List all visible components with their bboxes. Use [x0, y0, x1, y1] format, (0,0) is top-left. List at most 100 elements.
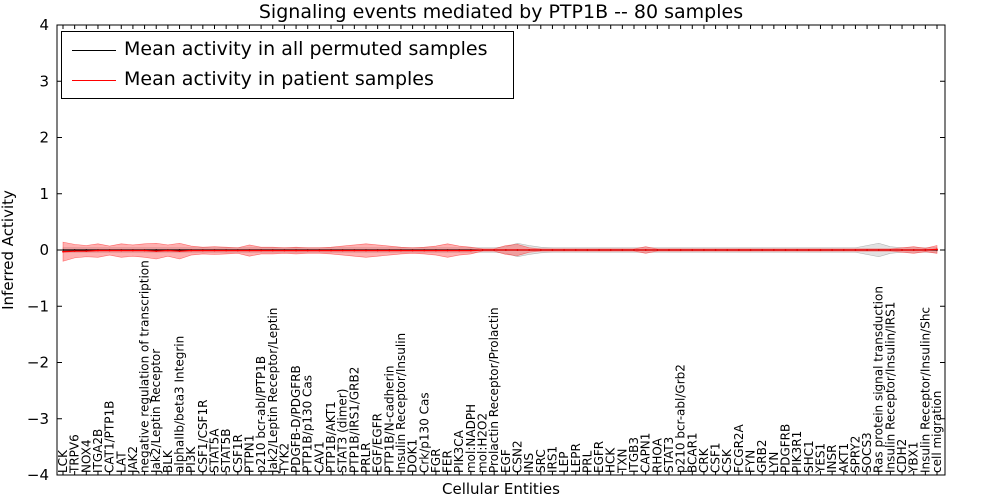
series-point-1-17 — [260, 249, 263, 252]
series-point-1-52 — [668, 249, 670, 251]
x-tick-label: FCGR2A — [732, 423, 746, 473]
series-point-1-12 — [201, 249, 204, 252]
x-tick-label: PIK3R1 — [790, 431, 804, 473]
series-point-1-41 — [539, 249, 542, 251]
series-point-1-73 — [912, 249, 915, 251]
series-point-1-22 — [318, 249, 321, 252]
x-tick-label: ITGA2B — [91, 429, 105, 473]
series-point-1-27 — [376, 249, 379, 252]
x-tick-label: FER — [441, 450, 455, 473]
series-point-1-10 — [178, 250, 181, 253]
x-tick-label: Ras protein signal transduction — [872, 286, 886, 473]
series-point-1-11 — [190, 249, 193, 252]
series-point-1-14 — [225, 249, 228, 252]
series-point-1-0 — [62, 250, 64, 253]
series-point-1-64 — [807, 249, 810, 251]
x-tick-label: HCK — [604, 447, 618, 473]
x-tick-label: CSN2 — [510, 440, 524, 473]
y-tick-label: 0 — [39, 241, 49, 259]
series-point-1-56 — [714, 249, 717, 251]
x-tick-label: CAV1 — [312, 441, 326, 473]
legend-item-patient: Mean activity in patient samples — [62, 66, 513, 94]
series-point-1-75 — [936, 248, 938, 251]
x-tick-label: PDGFRB — [779, 424, 793, 473]
x-tick-label: PTPN1 — [242, 435, 256, 473]
series-point-1-15 — [236, 249, 239, 252]
series-point-1-25 — [353, 249, 356, 252]
x-tick-label: CAPN1 — [639, 433, 653, 473]
series-point-1-39 — [516, 249, 519, 251]
series-point-1-47 — [609, 249, 612, 251]
series-point-1-6 — [132, 249, 134, 252]
series-point-1-62 — [784, 249, 787, 251]
series-point-0-0 — [62, 249, 64, 251]
x-tick-label: DOK1 — [406, 439, 420, 473]
x-tick-label: STAT5B — [219, 429, 233, 474]
y-tick-label: −3 — [27, 410, 49, 428]
x-tick-label: CSK — [720, 448, 734, 473]
series-point-1-28 — [388, 249, 391, 252]
series-point-1-54 — [691, 249, 694, 251]
series-point-1-34 — [458, 249, 461, 252]
series-point-1-23 — [330, 249, 332, 252]
x-tick-label: EGF/EGFR — [371, 413, 385, 473]
x-tick-label: TYK2 — [277, 443, 291, 474]
series-point-1-65 — [819, 249, 822, 251]
series-point-1-13 — [213, 249, 216, 252]
series-point-1-18 — [271, 249, 274, 252]
legend: Mean activity in all permuted samples Me… — [61, 31, 514, 99]
series-point-1-55 — [703, 249, 705, 251]
series-point-1-67 — [842, 249, 845, 251]
series-point-1-33 — [446, 249, 449, 252]
x-tick-label: ITGB3 — [627, 437, 641, 473]
series-point-1-36 — [481, 249, 484, 251]
x-axis: LCKTRPV6NOX4ITGA2BCAT1/PTP1BLATJAK2negat… — [56, 25, 944, 475]
x-tick-label: Crk/p130 Cas — [417, 392, 431, 473]
x-tick-label: PTP1B/AKT1 — [324, 401, 338, 473]
x-tick-label: TRPV6 — [68, 434, 82, 474]
series-point-1-40 — [528, 249, 531, 251]
x-tick-label: LCK — [56, 449, 70, 473]
x-tick-label: p210 bcr-abl/PTP1B — [254, 356, 268, 473]
series-point-1-9 — [166, 249, 169, 252]
x-tick-label: EGF — [499, 449, 513, 473]
series-point-1-45 — [586, 249, 589, 251]
legend-label-permuted: Mean activity in all permuted samples — [124, 38, 488, 60]
x-tick-label: YES1 — [813, 443, 827, 474]
x-tick-label: IRS1 — [545, 446, 559, 473]
series-point-1-5 — [120, 249, 123, 252]
series-point-1-16 — [248, 249, 251, 252]
series-point-1-1 — [73, 250, 76, 253]
x-tick-label: INSR — [825, 445, 839, 473]
x-tick-label: PTP1B/IRS1/GRB2 — [347, 367, 361, 473]
x-tick-label: CSF1/CSF1R — [196, 400, 210, 473]
series-point-1-7 — [143, 249, 146, 252]
y-tick-label: 4 — [39, 16, 49, 34]
legend-label-patient: Mean activity in patient samples — [124, 68, 434, 90]
series-point-1-26 — [365, 249, 367, 252]
x-tick-label: STAT3 — [662, 437, 676, 473]
legend-item-permuted: Mean activity in all permuted samples — [62, 36, 513, 64]
series-point-1-21 — [306, 249, 309, 252]
series-point-1-8 — [155, 250, 158, 253]
x-tick-label: LYN — [767, 452, 781, 473]
series-point-1-43 — [563, 249, 565, 251]
x-tick-label: Insulin Receptor/Insulin/Shc — [918, 307, 932, 473]
series-point-1-58 — [737, 249, 740, 251]
x-tick-label: PRLR — [359, 442, 373, 473]
series-point-1-32 — [435, 249, 437, 252]
series-point-1-4 — [108, 249, 111, 252]
x-tick-label: STAT3 (dimer) — [336, 389, 350, 473]
series-line-1 — [62, 248, 938, 253]
series-point-1-19 — [283, 249, 286, 252]
series-point-1-66 — [831, 249, 834, 251]
series-point-1-20 — [295, 249, 297, 252]
x-tick-label: CDH2 — [895, 439, 909, 473]
legend-swatch-permuted — [72, 50, 116, 51]
x-tick-label: Jak2/Leptin Receptor — [149, 349, 163, 474]
series-point-1-24 — [341, 249, 344, 252]
x-tick-label: FGR — [429, 448, 443, 473]
x-tick-label: INS — [522, 453, 536, 473]
series-point-1-50 — [644, 249, 647, 251]
x-tick-label: YBX1 — [907, 442, 921, 474]
